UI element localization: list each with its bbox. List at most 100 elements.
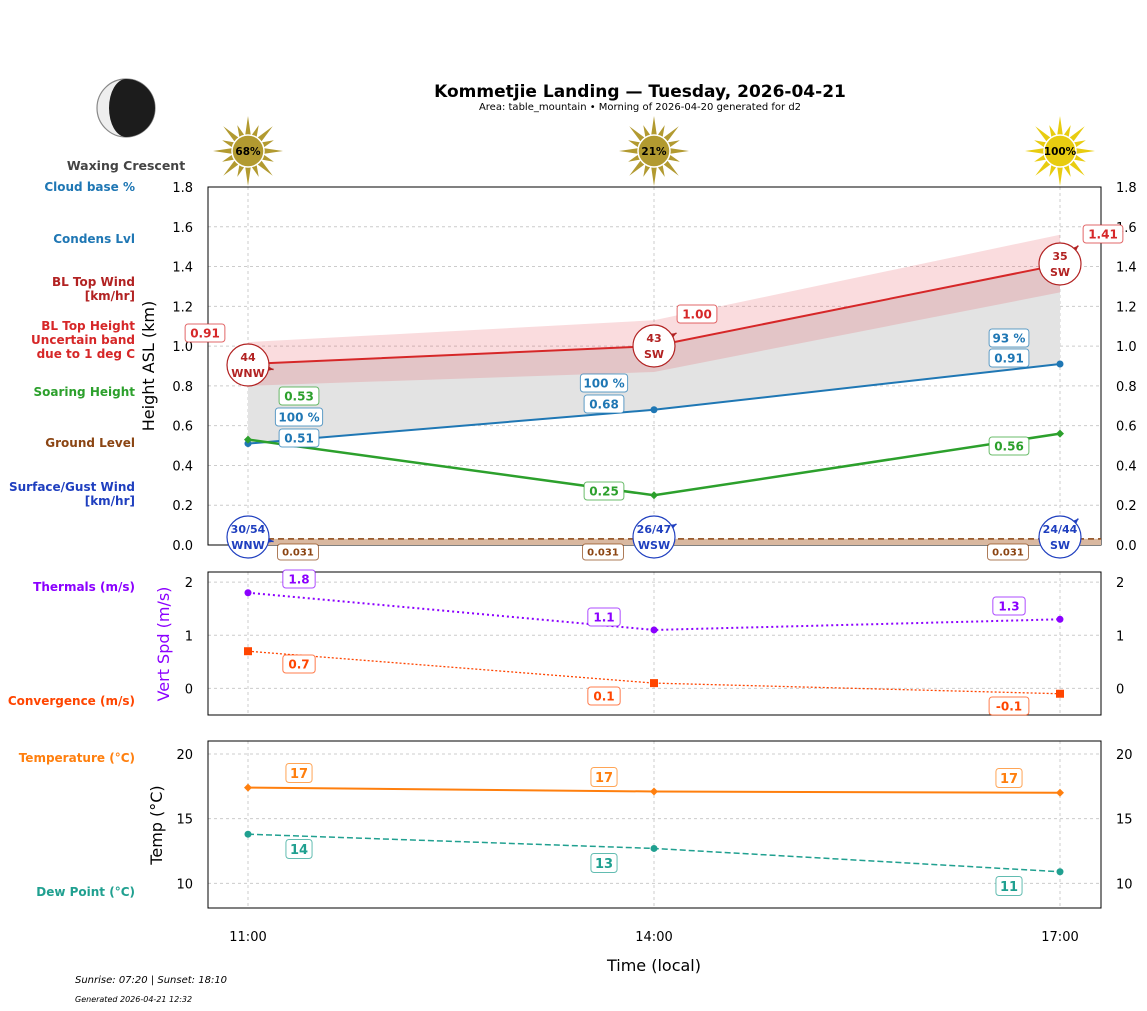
wind-speed: 43 xyxy=(646,332,661,345)
sun-ray xyxy=(662,126,679,143)
y-tick-label-right: 0 xyxy=(1116,682,1124,697)
sun-percent: 100% xyxy=(1044,146,1077,158)
sun-icon xyxy=(637,134,671,168)
bl-top-label-box xyxy=(676,304,718,324)
y-tick-label: 1.2 xyxy=(172,300,193,315)
sun-icon xyxy=(1043,134,1077,168)
thermals-label: 1.3 xyxy=(998,599,1019,613)
sun-ray xyxy=(629,126,646,143)
wind-direction: WSW xyxy=(638,539,670,552)
x-tick-label: 17:00 xyxy=(1041,930,1078,945)
wind-direction: WNW xyxy=(231,539,264,552)
convergence-label: -0.1 xyxy=(996,699,1022,713)
thermals-line xyxy=(247,591,1061,631)
y-axis-label: Vert Spd (m/s) xyxy=(154,587,173,702)
sun-ray xyxy=(1025,148,1046,154)
thermals-label: 1.1 xyxy=(593,610,614,624)
y-tick-label-right: 0.8 xyxy=(1116,380,1137,395)
temperature-label: 17 xyxy=(595,771,613,786)
y-tick-label: 15 xyxy=(176,813,193,828)
convergence-label-box xyxy=(282,654,316,674)
surface-wind: 26/47 WSW xyxy=(632,515,677,559)
cloud-base-label-box xyxy=(988,328,1030,348)
wind-direction: SW xyxy=(644,348,664,361)
chart-subtitle: Area: table_mountain • Morning of 2026-0… xyxy=(478,102,802,113)
convergence-marker xyxy=(650,679,658,688)
y-tick-label-right: 15 xyxy=(1116,813,1133,828)
bl-top-wind: 44 WNW xyxy=(226,343,274,387)
x-tick-label: 14:00 xyxy=(635,930,672,945)
condens-label-box xyxy=(278,428,320,448)
cloud-base-label-box xyxy=(274,407,324,427)
y-tick-label: 0.8 xyxy=(172,380,193,395)
wind-direction: SW xyxy=(1050,266,1070,279)
dew-point-label: 11 xyxy=(1000,880,1018,895)
cloud-base-label-box xyxy=(579,373,629,393)
label-ground: Ground Level xyxy=(45,436,135,450)
y-axis-label: Height ASL (km) xyxy=(139,301,158,431)
label-bl-top: BL Top Height Uncertain band due to 1 de… xyxy=(31,319,135,361)
sun-ray xyxy=(651,165,657,186)
bl-top-wind: 35 SW xyxy=(1038,242,1082,286)
wind-speed: 26/47 xyxy=(637,523,672,536)
sun-ray xyxy=(1068,159,1085,176)
wind-speed: 35 xyxy=(1052,250,1067,263)
sun-ray xyxy=(651,116,657,137)
wind-circle xyxy=(1038,515,1082,559)
wind-circle xyxy=(632,324,676,368)
y-tick-label: 1.8 xyxy=(172,181,193,196)
convergence-marker xyxy=(1056,689,1064,698)
y-tick-label-right: 0.4 xyxy=(1116,459,1137,474)
sunshine-indicator: 100% xyxy=(1025,116,1095,186)
condens-label: 0.51 xyxy=(284,431,314,445)
y-tick-label: 0.0 xyxy=(172,539,193,554)
condens-label: 0.91 xyxy=(994,351,1024,365)
y-tick-label-right: 1.0 xyxy=(1116,340,1137,355)
y-tick-label: 1.4 xyxy=(172,261,193,276)
label-surface-wind: Surface/Gust Wind [km/hr] xyxy=(9,480,135,508)
soaring-label-box xyxy=(278,386,320,406)
thermals-label-box xyxy=(282,569,316,589)
sun-ray xyxy=(619,148,640,154)
y-tick-label: 1 xyxy=(185,629,193,644)
wind-speed: 30/54 xyxy=(231,523,266,536)
ground-label: 0.031 xyxy=(992,548,1024,559)
soaring-label: 0.53 xyxy=(284,389,314,403)
wind-circle xyxy=(1038,242,1082,286)
y-axis-label: Temp (°C) xyxy=(147,785,166,865)
sun-ray xyxy=(256,126,273,143)
soaring-height-marker xyxy=(244,435,252,444)
y-tick-label-right: 1 xyxy=(1116,629,1124,644)
wind-speed: 44 xyxy=(240,351,256,364)
y-tick-label: 10 xyxy=(176,877,193,892)
wind-direction: WNW xyxy=(231,367,264,380)
ground-label-box xyxy=(987,543,1029,561)
dew-point-label: 14 xyxy=(290,843,308,858)
sunshine-indicator: 68% xyxy=(213,116,283,186)
sun-ray xyxy=(1057,116,1063,137)
sun-ray xyxy=(245,165,251,186)
y-tick-label: 0 xyxy=(185,682,193,697)
x-axis-label: Time (local) xyxy=(606,956,701,975)
convergence-label: 0.1 xyxy=(593,689,614,703)
y-tick-label: 0.2 xyxy=(172,499,193,514)
convergence-label-box xyxy=(587,686,621,706)
ground-label: 0.031 xyxy=(587,548,619,559)
bl-top-label-box xyxy=(184,323,226,343)
sunrise-sunset: Sunrise: 07:20 | Sunset: 18:10 xyxy=(75,975,228,986)
soaring-label: 0.25 xyxy=(589,484,619,498)
y-tick-label-right: 1.2 xyxy=(1116,300,1137,315)
temperature-marker xyxy=(244,783,252,792)
label-convergence: Convergence (m/s) xyxy=(7,694,135,708)
condens-level-marker xyxy=(650,406,658,414)
bl-top-label: 0.91 xyxy=(190,326,220,340)
sun-ray xyxy=(223,126,240,143)
label-temperature: Temperature (°C) xyxy=(18,751,135,765)
generated-time: Generated 2026-04-21 12:32 xyxy=(75,995,193,1004)
y-tick-label-right: 2 xyxy=(1116,576,1124,591)
sun-ray xyxy=(245,116,251,137)
sun-ray xyxy=(1035,126,1052,143)
bl-top-label-box xyxy=(1082,224,1124,244)
wind-speed: 24/44 xyxy=(1043,523,1078,536)
